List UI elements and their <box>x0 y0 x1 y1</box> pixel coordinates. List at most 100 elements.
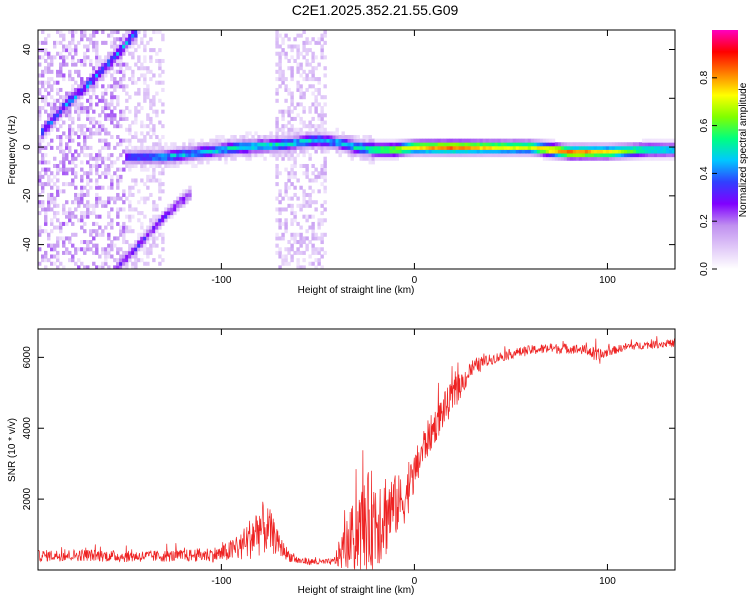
spectrogram-cell <box>101 229 105 234</box>
spectrogram-cell <box>143 247 147 252</box>
spectrogram-cell <box>92 77 96 82</box>
spectrogram-cell <box>362 138 366 143</box>
spectrogram-cell <box>452 138 457 143</box>
spectrogram-cell <box>80 102 84 107</box>
spectrogram-cell <box>599 145 604 150</box>
spectrogram-cell <box>113 87 117 92</box>
spectrogram-cell <box>104 250 108 255</box>
spectrogram-cell <box>278 84 282 89</box>
spectrogram-cell <box>242 149 246 154</box>
spectrogram-cell <box>134 243 138 248</box>
spectrogram-cell <box>38 55 42 60</box>
spectrogram-cell <box>98 153 102 158</box>
spectrogram-cell <box>299 203 303 208</box>
spectrogram-cell <box>44 69 48 74</box>
spectrogram-cell <box>137 66 141 71</box>
spectrogram-cell <box>299 163 303 168</box>
spectrogram-cell <box>101 232 105 237</box>
spectrogram-cell <box>128 44 132 49</box>
spectrogram-cell <box>428 145 433 150</box>
spectrogram-cell <box>152 109 156 114</box>
spectrogram-cell <box>68 240 72 245</box>
spectrogram-cell <box>140 163 144 168</box>
spectrogram-cell <box>254 131 258 136</box>
spectrogram-cell <box>140 120 144 125</box>
spectrogram-cell <box>302 265 306 270</box>
spectrogram-cell <box>59 73 63 78</box>
spectrogram-cell <box>104 55 108 60</box>
spectrogram-cell <box>245 149 249 154</box>
spectrogram-cell <box>308 142 312 147</box>
spectrogram-cell <box>389 156 393 161</box>
spectrogram-cell <box>104 171 108 176</box>
spectrogram-cell <box>497 153 502 158</box>
spectrogram-cell <box>173 145 177 150</box>
spectrogram-cell <box>74 261 78 266</box>
spectrogram-cell <box>200 142 204 147</box>
spectrogram-cell <box>155 91 159 96</box>
spectrogram-cell <box>95 62 99 67</box>
spectrogram-cell <box>71 40 75 45</box>
spectrogram-cell <box>59 69 63 74</box>
spectrogram-cell <box>299 51 303 56</box>
spectrogram-cell <box>413 138 417 143</box>
spectrogram-cell <box>290 95 294 100</box>
spectrogram-cell <box>44 131 48 136</box>
spectrogram-cell <box>233 153 237 158</box>
spectrogram-cell <box>593 149 598 154</box>
spectrogram-cell <box>95 131 99 136</box>
spectrogram-cell <box>80 160 84 165</box>
spectrogram-cell <box>113 44 117 49</box>
spectrogram-cell <box>122 261 126 266</box>
snr-xtick-label: -100 <box>211 576 231 587</box>
spectrogram-cell <box>302 240 306 245</box>
spectrogram-cell <box>68 207 72 212</box>
spectrogram-cell <box>137 258 141 263</box>
spectrogram-cell <box>308 203 312 208</box>
spectrogram-cell <box>284 145 288 150</box>
spectrogram-cell <box>152 156 156 161</box>
spectrogram-cell <box>293 218 297 223</box>
spectrogram-cell <box>428 138 433 143</box>
spectrogram-cell <box>182 142 186 147</box>
spectrogram-cell <box>134 48 138 53</box>
spectrogram-cell <box>281 153 285 158</box>
spectrogram-cell <box>197 149 201 154</box>
spectrogram-cell <box>95 214 99 219</box>
spectrogram-cell <box>290 102 294 107</box>
spectrogram-cell <box>152 98 156 103</box>
spectrogram-cell <box>479 149 484 154</box>
spectrogram-cell <box>401 149 405 154</box>
spectrogram-cell <box>98 77 102 82</box>
spectrogram-cell <box>296 196 300 201</box>
spectrogram-cell <box>131 135 135 140</box>
spectrogram-cell <box>47 131 51 136</box>
spectrogram-cell <box>290 48 294 53</box>
spectrogram-cell <box>119 142 123 147</box>
spectrogram-cell <box>287 240 291 245</box>
spectrogram-cell <box>524 149 529 154</box>
spectrogram-cell <box>125 33 129 38</box>
spectrogram-cell <box>272 142 276 147</box>
spectrogram-cell <box>383 156 387 161</box>
spectrogram-cell <box>77 40 81 45</box>
spectrogram-cell <box>278 55 282 60</box>
spectrogram-cell <box>596 153 601 158</box>
spectrogram-cell <box>317 37 321 42</box>
spectrogram-cell <box>140 66 144 71</box>
spectrogram-cell <box>86 243 90 248</box>
spectrogram-cell <box>308 127 312 132</box>
spectrogram-cell <box>260 135 264 140</box>
spectrogram-cell <box>113 58 117 63</box>
spectrogram-cell <box>134 113 138 118</box>
spectrogram-cell <box>53 113 57 118</box>
spectrogram-cell <box>239 153 243 158</box>
spectrogram-cell <box>290 254 294 259</box>
spectrogram-cell <box>284 149 288 154</box>
spectrogram-cell <box>650 138 655 143</box>
spectrogram-cell <box>89 80 93 85</box>
spectrogram-cell <box>83 240 87 245</box>
spectrogram-cell <box>149 174 153 179</box>
spectrogram-cell <box>638 142 643 147</box>
spectrogram-cell <box>575 142 580 147</box>
